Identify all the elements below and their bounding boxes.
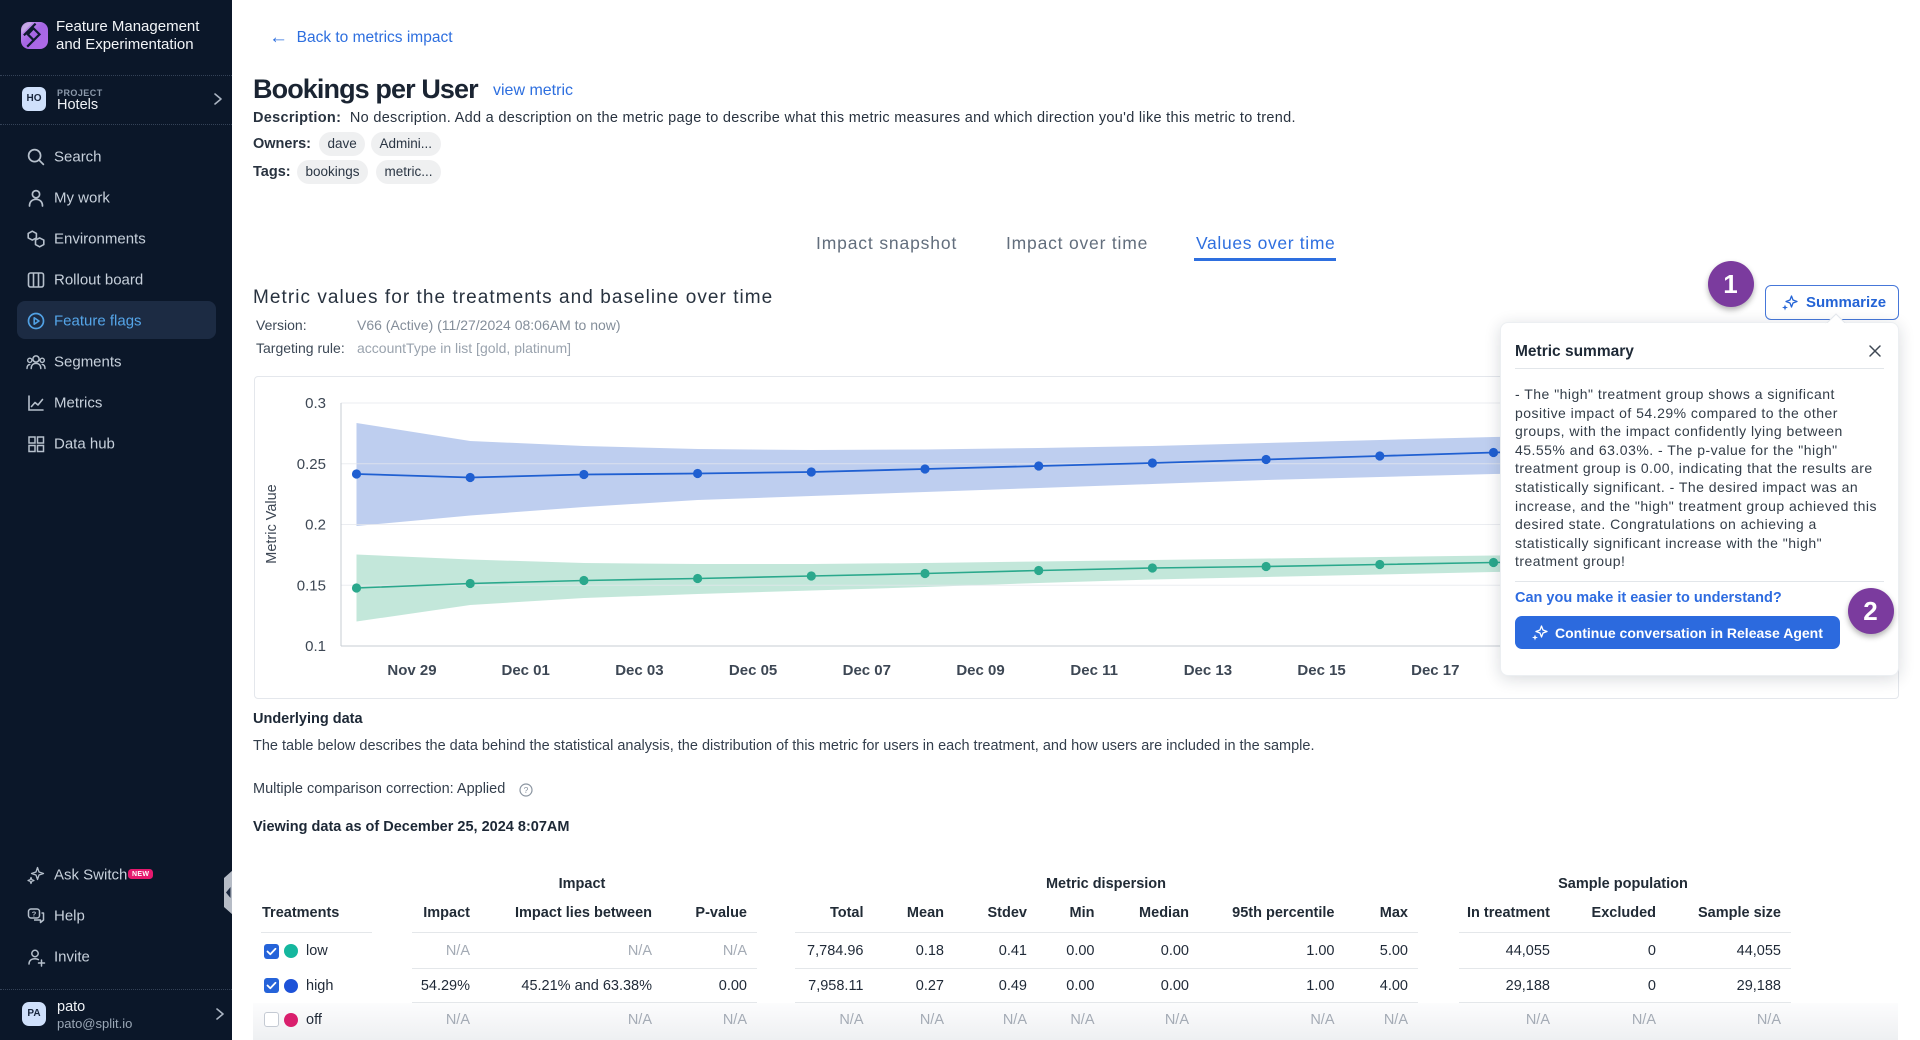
svg-text:0.1: 0.1 xyxy=(305,638,326,655)
svg-text:Dec 01: Dec 01 xyxy=(502,662,550,679)
svg-text:Dec 09: Dec 09 xyxy=(956,662,1004,679)
svg-text:?: ? xyxy=(524,785,529,795)
svg-text:Dec 11: Dec 11 xyxy=(1070,662,1118,679)
svg-text:0.15: 0.15 xyxy=(297,577,326,594)
svg-text:Dec 17: Dec 17 xyxy=(1411,662,1459,679)
svg-text:?: ? xyxy=(32,909,37,918)
svg-text:Dec 15: Dec 15 xyxy=(1297,662,1345,679)
svg-text:Metric Value: Metric Value xyxy=(264,484,280,564)
svg-text:Dec 13: Dec 13 xyxy=(1184,662,1232,679)
svg-text:Dec 03: Dec 03 xyxy=(615,662,663,679)
svg-text:0.3: 0.3 xyxy=(305,395,326,412)
svg-text:Dec 07: Dec 07 xyxy=(843,662,891,679)
svg-text:Dec 05: Dec 05 xyxy=(729,662,777,679)
svg-text:Nov 29: Nov 29 xyxy=(387,662,436,679)
svg-text:0.2: 0.2 xyxy=(305,517,326,534)
svg-text:0.25: 0.25 xyxy=(297,456,326,473)
